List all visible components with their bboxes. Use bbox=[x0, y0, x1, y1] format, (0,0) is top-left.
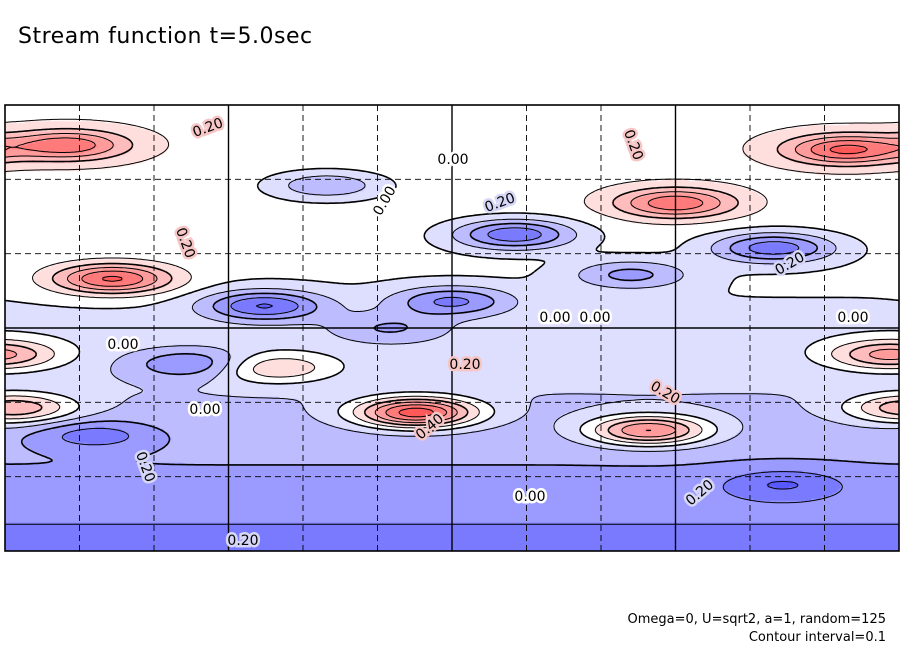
contour-level-11 bbox=[102, 144, 868, 418]
contour-interval-note: Contour interval=0.1 bbox=[748, 630, 886, 645]
contour-level-4 bbox=[5, 222, 899, 467]
contour-level-2 bbox=[255, 303, 799, 490]
parameters-note: Omega=0, U=sqrt2, a=1, random=125 bbox=[627, 612, 886, 627]
contour-label-13: 0.00 bbox=[189, 402, 220, 418]
grid-lines bbox=[5, 105, 899, 551]
contour-level-7 bbox=[5, 118, 899, 444]
contour-lines bbox=[5, 118, 899, 525]
contour-level-10 bbox=[5, 137, 899, 432]
contour-level-8 bbox=[5, 127, 899, 441]
contour-level-5 bbox=[5, 175, 899, 452]
contour-label-16: 0.00 bbox=[514, 489, 545, 505]
chart-title: Stream function t=5.0sec bbox=[18, 24, 313, 49]
contour-label-9: 0.00 bbox=[539, 310, 570, 326]
contour-label-10: 0.00 bbox=[837, 310, 868, 326]
contour-level-3 bbox=[5, 227, 899, 525]
contour-label-11: 0.20 bbox=[449, 357, 480, 373]
contour-label-1: 0.00 bbox=[437, 152, 468, 168]
contour-level-6 bbox=[5, 167, 899, 448]
plot-frame bbox=[4, 104, 900, 552]
contour-label-3: 0.00 bbox=[579, 310, 610, 326]
contour-label-18: 0.20 bbox=[227, 533, 258, 549]
contour-label-8: 0.00 bbox=[107, 337, 138, 353]
